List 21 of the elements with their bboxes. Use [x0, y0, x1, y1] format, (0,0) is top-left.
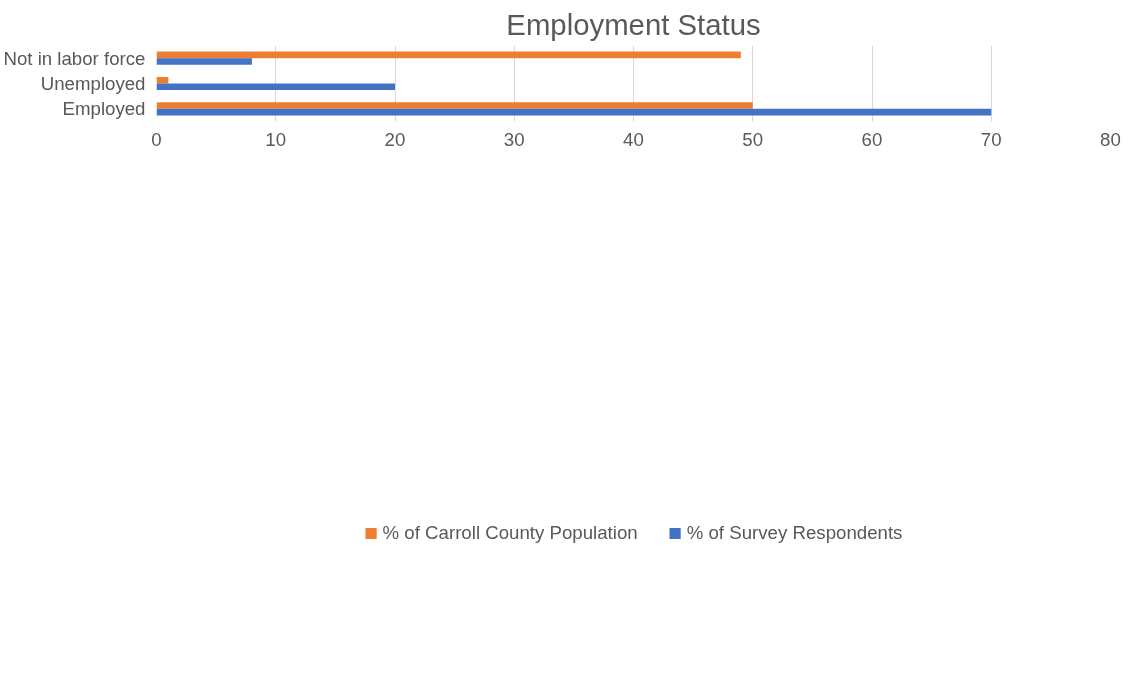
bar [156, 102, 753, 109]
x-tick-label: 80 [1100, 128, 1121, 150]
bar [156, 58, 252, 65]
x-tick-label: 70 [980, 128, 1002, 150]
x-tick-label: 10 [265, 128, 287, 150]
legend-label: % of Survey Respondents [686, 521, 903, 544]
y-tick-label: Not in labor force [3, 47, 146, 69]
x-tick-label: 50 [742, 128, 764, 150]
x-tick-label: 0 [151, 128, 162, 150]
x-tick-label: 30 [503, 128, 525, 150]
x-tick-label: 60 [861, 128, 883, 150]
y-tick-label: Unemployed [40, 73, 146, 94]
bar [156, 83, 395, 91]
x-tick-label: 20 [384, 128, 406, 150]
bar [156, 76, 169, 84]
bar [156, 51, 741, 59]
y-tick-label: Employed [62, 98, 146, 120]
bar [156, 108, 992, 116]
x-tick-label: 40 [623, 128, 644, 150]
legend-label: % of Carroll County Population [382, 521, 638, 544]
chart-title: Employment Status [506, 7, 761, 41]
